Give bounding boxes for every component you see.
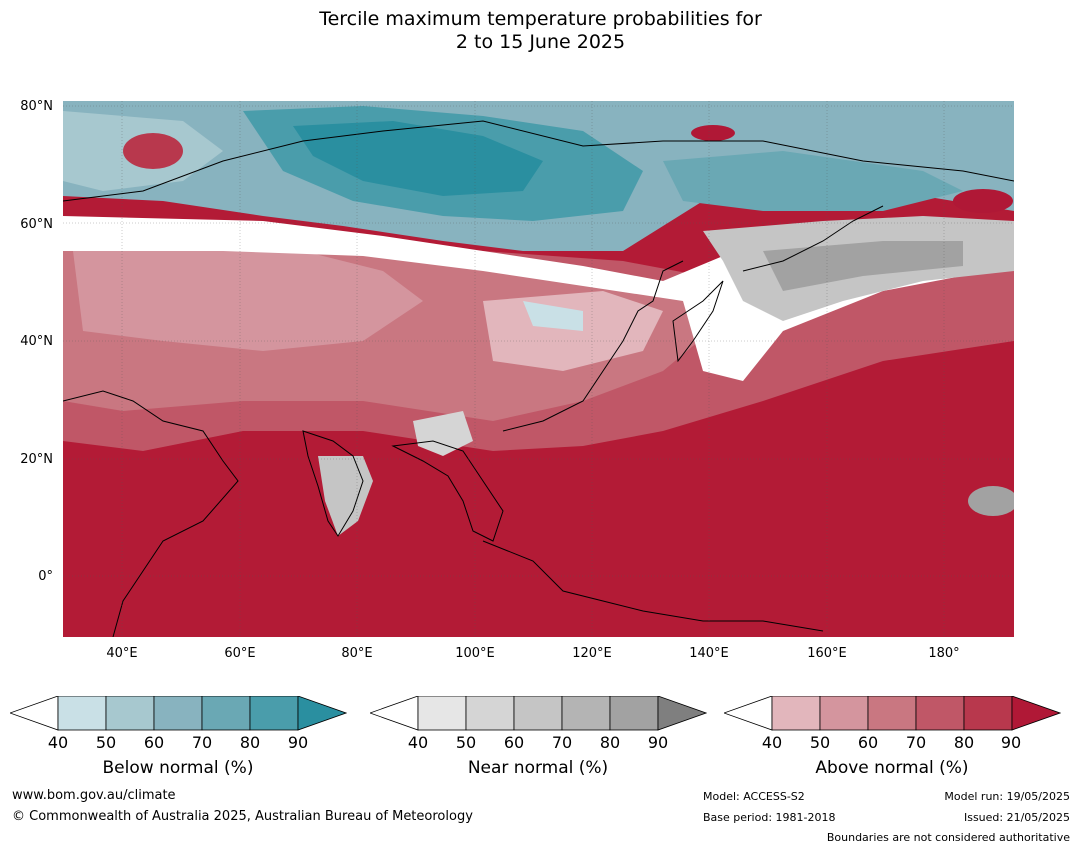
near-normal-southeast-asia-region: [413, 411, 473, 456]
colorbar-above-seg-80-90: [963, 696, 1013, 731]
colorbar-above-seg-40-50: [771, 696, 821, 731]
near-normal-pacific-patch: [968, 486, 1014, 516]
colorbar-above-tick-40: 40: [761, 733, 783, 752]
colorbar-below-extend-low: [10, 696, 59, 731]
colorbar-below-seg-40-50: [57, 696, 107, 731]
near-normal-india-region: [318, 456, 373, 536]
colorbar-below-tick-60: 60: [143, 733, 165, 752]
colorbar-below-seg-70-80: [201, 696, 251, 731]
lat-label-20n: 20°N: [20, 452, 53, 467]
lon-label-120e: 120°E: [572, 646, 612, 661]
footer-base-period: Base period: 1981-2018: [703, 811, 836, 824]
colorbar-below-normal: [10, 696, 347, 731]
lon-label-100e: 100°E: [455, 646, 495, 661]
above-normal-50-60-region-central-asia: [73, 251, 423, 351]
below-normal-tibet-patch: [523, 301, 583, 331]
lat-label-40n: 40°N: [20, 334, 53, 349]
footer-website-link[interactable]: www.bom.gov.au/climate: [12, 788, 176, 803]
colorbar-above-extend-high: [1011, 696, 1061, 731]
lon-label-80e: 80°E: [341, 646, 373, 661]
colorbar-below-label: Below normal (%): [102, 758, 254, 778]
colorbar-above-extend-low: [724, 696, 773, 731]
colorbar-below-tick-90: 90: [287, 733, 309, 752]
lat-label-60n: 60°N: [20, 217, 53, 232]
map-svg: [63, 101, 1014, 637]
colorbar-near-extend-high: [657, 696, 707, 731]
colorbar-below-tick-70: 70: [191, 733, 213, 752]
coastline-indonesia: [482, 540, 824, 632]
colorbar-near-tick-90: 90: [647, 733, 669, 752]
colorbar-near-tick-40: 40: [407, 733, 429, 752]
colorbar-below-tick-40: 40: [47, 733, 69, 752]
colorbar-near-seg-70-80: [561, 696, 611, 731]
lon-label-40e: 40°E: [106, 646, 138, 661]
above-normal-bering-patch: [953, 189, 1013, 213]
colorbar-near-seg-40-50: [417, 696, 467, 731]
colorbar-below-seg-60-70: [153, 696, 203, 731]
colorbar-above-seg-70-80: [915, 696, 965, 731]
colorbar-below-seg-80-90: [249, 696, 299, 731]
colorbar-near-normal: [370, 696, 707, 731]
colorbar-near-extend-low: [370, 696, 419, 731]
lon-label-180: 180°: [928, 646, 960, 661]
colorbar-below-extend-high: [297, 696, 347, 731]
below-normal-east-siberia-region: [663, 151, 963, 211]
footer-copyright: © Commonwealth of Australia 2025, Austra…: [12, 809, 473, 824]
colorbar-above-tick-90: 90: [1000, 733, 1022, 752]
colorbar-below-tick-50: 50: [95, 733, 117, 752]
colorbar-near-tick-70: 70: [551, 733, 573, 752]
map-title: Tercile maximum temperature probabilitie…: [0, 8, 1081, 54]
colorbar-above-seg-60-70: [867, 696, 917, 731]
colorbar-below-tick-80: 80: [239, 733, 261, 752]
coastline-indochina: [391, 440, 504, 542]
colorbar-above-tick-50: 50: [809, 733, 831, 752]
lat-label-80n: 80°N: [20, 99, 53, 114]
coastline-arctic: [63, 120, 1014, 202]
footer-model-run: Model run: 19/05/2025: [944, 790, 1070, 803]
coastlines: [63, 120, 1014, 637]
graticule: [63, 101, 1014, 637]
title-line-1: Tercile maximum temperature probabilitie…: [319, 8, 762, 30]
colorbar-above-normal: [724, 696, 1061, 731]
footer-issued: Issued: 21/05/2025: [963, 811, 1070, 824]
title-line-2: 2 to 15 June 2025: [455, 31, 626, 53]
coastline-india: [302, 430, 364, 537]
colorbar-below-seg-50-60: [105, 696, 155, 731]
colorbar-near-tick-60: 60: [503, 733, 525, 752]
coastline-china: [502, 260, 684, 432]
below-normal-90-region-core: [293, 121, 543, 196]
lat-label-0: 0°: [38, 569, 53, 584]
colorbar-near-seg-50-60: [465, 696, 515, 731]
colorbar-above-label: Above normal (%): [815, 758, 969, 778]
probability-map: [63, 101, 1014, 637]
colorbar-near-tick-80: 80: [599, 733, 621, 752]
lon-label-60e: 60°E: [224, 646, 256, 661]
colorbar-above-tick-80: 80: [953, 733, 975, 752]
colorbar-near-seg-80-90: [609, 696, 659, 731]
near-normal-dark-patch: [763, 241, 963, 291]
coastline-japan: [672, 280, 724, 363]
colorbar-near-seg-60-70: [513, 696, 563, 731]
colorbar-near-tick-50: 50: [455, 733, 477, 752]
coastline-arabia-africa: [63, 390, 239, 637]
above-normal-arctic-patch-east: [691, 125, 735, 141]
colorbar-above-seg-50-60: [819, 696, 869, 731]
colorbar-near-label: Near normal (%): [467, 758, 609, 778]
above-normal-arctic-patch-west: [123, 133, 183, 169]
lon-label-140e: 140°E: [689, 646, 729, 661]
colorbar-above-tick-60: 60: [857, 733, 879, 752]
colorbar-above-tick-70: 70: [905, 733, 927, 752]
lon-label-160e: 160°E: [807, 646, 847, 661]
footer-boundaries-note: Boundaries are not considered authoritat…: [826, 831, 1070, 844]
footer-model: Model: ACCESS-S2: [703, 790, 805, 803]
coastline-kamchatka: [742, 205, 884, 272]
